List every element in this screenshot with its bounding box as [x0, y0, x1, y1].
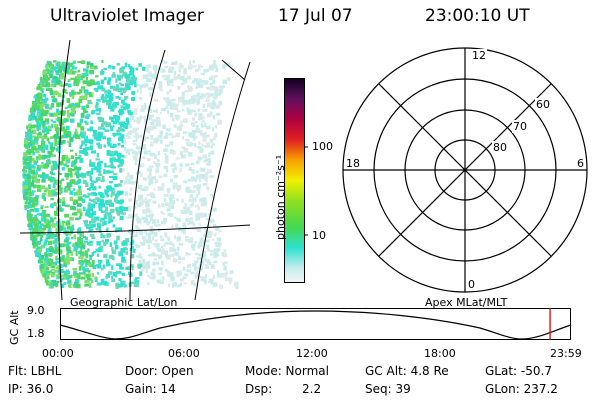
seq-field: Seq: 39 — [365, 382, 411, 396]
geo-grid-line — [19, 224, 251, 234]
colorbar — [284, 78, 308, 283]
mlt-label-18: 18 — [346, 157, 360, 170]
polar-plot — [342, 47, 588, 293]
mlt-label-6: 6 — [577, 157, 584, 170]
glat-field: GLat: -50.7 — [485, 364, 552, 378]
gc-alt-curve — [59, 310, 572, 340]
time-tick-1800: 18:00 — [424, 347, 456, 360]
time-tick-0600: 06:00 — [168, 347, 200, 360]
geo-grid-line — [129, 49, 166, 301]
gc-alt-tick-min: 1.8 — [27, 327, 45, 340]
gc-alt-panel — [59, 308, 572, 340]
geographic-label: Geographic Lat/Lon — [70, 296, 178, 309]
gc-alt-tick-max: 9.0 — [27, 304, 45, 317]
glon-field: GLon: 237.2 — [485, 382, 558, 396]
time-tick-0000: 00:00 — [42, 347, 74, 360]
apex-label: Apex MLat/MLT — [425, 296, 508, 309]
gain-field: Gain: 14 — [125, 382, 176, 396]
dsp-value: 2.2 — [302, 382, 322, 396]
instrument-title: Ultraviolet Imager — [50, 6, 204, 26]
colorbar-tick-100: 100 — [312, 140, 333, 153]
dsp-label: Dsp: — [245, 382, 273, 396]
mode-field: Mode: Normal — [245, 364, 329, 378]
lat-label-60: 60 — [535, 98, 551, 111]
geo-grid-line — [57, 39, 71, 301]
gc-alt-axis-label: GC Alt — [8, 310, 21, 345]
lat-label-80: 80 — [492, 141, 508, 154]
aurora-emission-pixels — [22, 60, 239, 289]
mlt-label-12: 12 — [471, 49, 487, 62]
time-label: 23:00:10 UT — [425, 6, 530, 26]
geo-grid-line — [221, 59, 246, 81]
colorbar-unit-label: photon cm⁻²s⁻¹ — [274, 154, 287, 240]
lat-label-70: 70 — [512, 120, 528, 133]
door-field: Door: Open — [125, 364, 194, 378]
ip-field: IP: 36.0 — [8, 382, 54, 396]
gc-alt-field: GC Alt: 4.8 Re — [365, 364, 449, 378]
colorbar-tick-10: 10 — [312, 229, 326, 242]
geo-grid-line — [194, 61, 251, 301]
time-tick-1200: 12:00 — [296, 347, 328, 360]
mlt-label-0: 0 — [467, 278, 476, 291]
flt-field: Flt: LBHL — [8, 364, 62, 378]
date-label: 17 Jul 07 — [278, 6, 353, 26]
time-tick-2359: 23:59 — [550, 347, 582, 360]
